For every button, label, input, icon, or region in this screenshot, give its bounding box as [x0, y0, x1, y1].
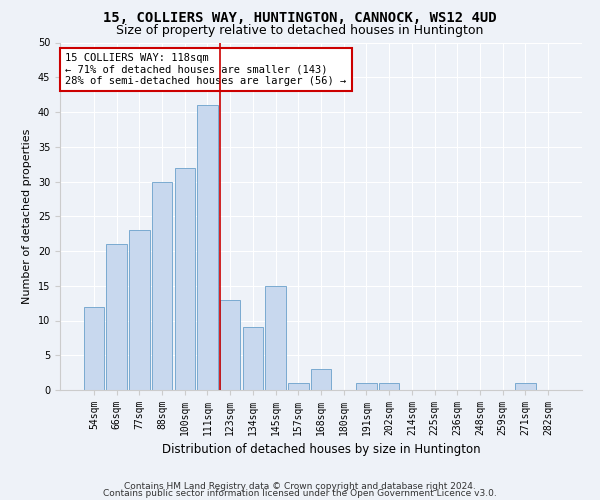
- Bar: [106, 244, 127, 390]
- Text: 15 COLLIERS WAY: 118sqm
← 71% of detached houses are smaller (143)
28% of semi-d: 15 COLLIERS WAY: 118sqm ← 71% of detache…: [65, 53, 346, 86]
- Text: Size of property relative to detached houses in Huntington: Size of property relative to detached ho…: [116, 24, 484, 37]
- Bar: [356, 383, 377, 390]
- Bar: [175, 168, 195, 390]
- Text: 15, COLLIERS WAY, HUNTINGTON, CANNOCK, WS12 4UD: 15, COLLIERS WAY, HUNTINGTON, CANNOCK, W…: [103, 12, 497, 26]
- Bar: [152, 182, 172, 390]
- Bar: [379, 383, 400, 390]
- Bar: [84, 306, 104, 390]
- Bar: [288, 383, 308, 390]
- Text: Contains HM Land Registry data © Crown copyright and database right 2024.: Contains HM Land Registry data © Crown c…: [124, 482, 476, 491]
- Text: Contains public sector information licensed under the Open Government Licence v3: Contains public sector information licen…: [103, 489, 497, 498]
- Bar: [220, 300, 241, 390]
- Y-axis label: Number of detached properties: Number of detached properties: [22, 128, 32, 304]
- Bar: [242, 328, 263, 390]
- Bar: [311, 369, 331, 390]
- Bar: [197, 105, 218, 390]
- Bar: [515, 383, 536, 390]
- Bar: [129, 230, 149, 390]
- X-axis label: Distribution of detached houses by size in Huntington: Distribution of detached houses by size …: [161, 444, 481, 456]
- Bar: [265, 286, 286, 390]
